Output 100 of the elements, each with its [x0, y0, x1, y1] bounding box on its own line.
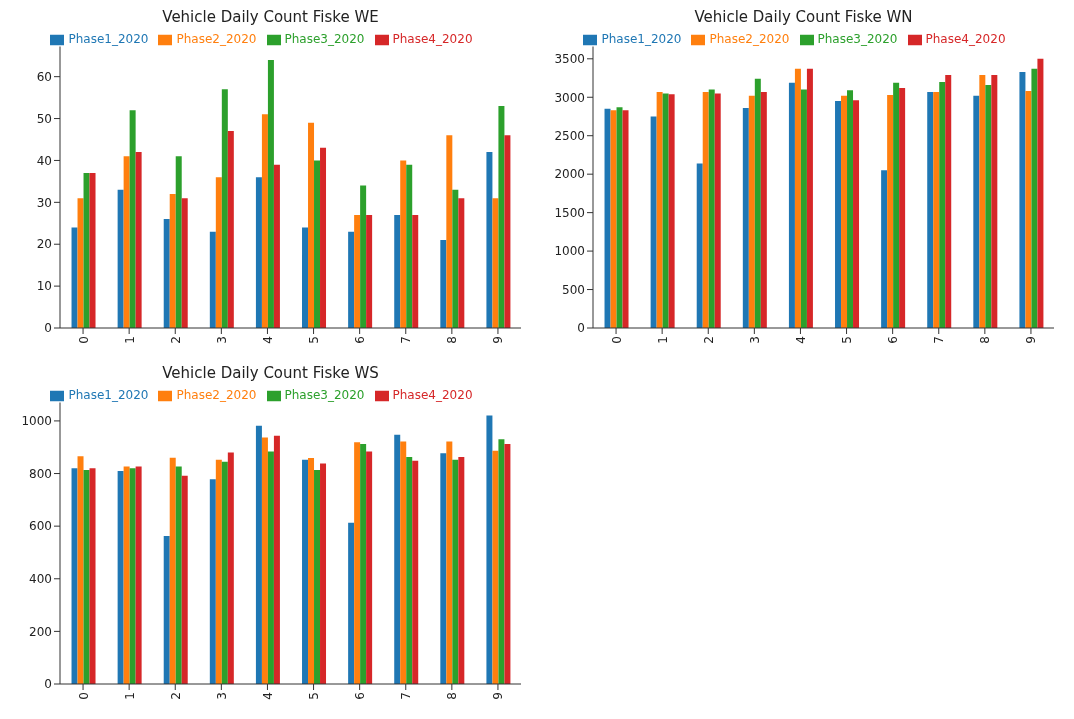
- y-tick-label: 1000: [554, 244, 585, 259]
- bar: [308, 122, 315, 328]
- y-tick-label: 20: [36, 237, 52, 252]
- bar: [348, 522, 355, 684]
- bar: [117, 470, 124, 684]
- x-tick-label: 8: [445, 336, 460, 344]
- bar: [227, 452, 234, 684]
- bar: [452, 459, 459, 684]
- bar: [458, 456, 465, 684]
- bar: [985, 84, 992, 328]
- bar: [123, 466, 130, 684]
- bar: [135, 466, 142, 684]
- y-tick-label: 400: [29, 572, 52, 587]
- bar: [255, 425, 262, 684]
- bar: [440, 453, 447, 684]
- x-tick-label: 8: [445, 692, 460, 700]
- legend-label: Phase2_2020: [176, 32, 257, 46]
- bar: [933, 91, 940, 328]
- y-tick-label: 3500: [554, 52, 585, 67]
- x-tick-label: 6: [353, 336, 368, 344]
- bar: [800, 89, 807, 328]
- bar: [273, 435, 280, 684]
- legend-label: Phase3_2020: [284, 388, 365, 402]
- bar: [314, 160, 321, 328]
- bar: [446, 441, 453, 684]
- x-tick-label: 2: [701, 336, 716, 344]
- bar: [83, 173, 90, 328]
- x-tick-label: 5: [840, 336, 855, 344]
- bar: [406, 456, 413, 684]
- bar: [806, 68, 813, 328]
- x-tick-label: 2: [168, 336, 183, 344]
- bar: [181, 475, 188, 684]
- bar: [604, 108, 611, 328]
- bar: [973, 95, 980, 328]
- bar: [320, 147, 327, 328]
- bar: [394, 434, 401, 684]
- bar: [760, 91, 767, 328]
- bar: [841, 95, 848, 328]
- bar: [221, 89, 228, 328]
- x-tick-label: 1: [655, 336, 670, 344]
- bar: [622, 110, 629, 328]
- bar: [89, 173, 96, 328]
- bar: [412, 214, 419, 328]
- bar: [221, 461, 228, 684]
- bar: [440, 240, 447, 328]
- legend-label: Phase3_2020: [817, 32, 898, 46]
- bar: [616, 107, 623, 328]
- bar: [360, 444, 367, 684]
- legend-label: Phase3_2020: [284, 32, 365, 46]
- legend-label: Phase4_2020: [925, 32, 1006, 46]
- bar: [302, 227, 309, 328]
- bar: [169, 457, 176, 684]
- bar: [314, 470, 321, 684]
- y-tick-label: 200: [29, 624, 52, 639]
- legend-label: Phase4_2020: [392, 388, 473, 402]
- x-tick-label: 4: [260, 692, 275, 700]
- bar: [887, 94, 894, 328]
- legend-label: Phase1_2020: [68, 32, 149, 46]
- bar: [788, 82, 795, 328]
- x-tick-label: 5: [307, 692, 322, 700]
- bar: [77, 456, 84, 684]
- bar: [400, 441, 407, 684]
- x-tick-label: 9: [1024, 336, 1039, 344]
- bar: [702, 91, 709, 328]
- bar: [650, 116, 657, 328]
- legend-label: Phase1_2020: [601, 32, 682, 46]
- bar: [662, 93, 669, 328]
- x-tick-label: 7: [399, 336, 414, 344]
- bar: [504, 444, 511, 684]
- y-tick-label: 10: [36, 279, 52, 294]
- x-tick-label: 3: [747, 336, 762, 344]
- bar: [354, 214, 361, 328]
- bar: [267, 451, 274, 684]
- bar: [446, 135, 453, 328]
- chart-title: Vehicle Daily Count Fiske WS: [161, 364, 380, 384]
- bar: [163, 535, 170, 684]
- bar: [748, 95, 755, 328]
- legend-label: Phase2_2020: [176, 388, 257, 402]
- chart-title: Vehicle Daily Count Fiske WE: [161, 8, 380, 28]
- bar: [452, 189, 459, 328]
- bar: [89, 468, 96, 684]
- bar: [1019, 71, 1026, 328]
- bar: [486, 152, 493, 328]
- bar: [498, 105, 505, 328]
- y-tick-label: 40: [36, 153, 52, 168]
- x-tick-label: 9: [491, 336, 506, 344]
- bar: [255, 177, 262, 328]
- bar: [406, 164, 413, 328]
- bar: [1031, 68, 1038, 328]
- bar: [893, 82, 900, 328]
- bar: [227, 131, 234, 328]
- bar: [939, 81, 946, 328]
- bar: [847, 90, 854, 328]
- bar: [412, 460, 419, 684]
- bar: [492, 198, 499, 328]
- bar: [754, 78, 761, 328]
- y-tick-label: 800: [29, 466, 52, 481]
- x-tick-label: 0: [609, 336, 624, 344]
- bar: [209, 231, 216, 328]
- bar: [881, 170, 888, 328]
